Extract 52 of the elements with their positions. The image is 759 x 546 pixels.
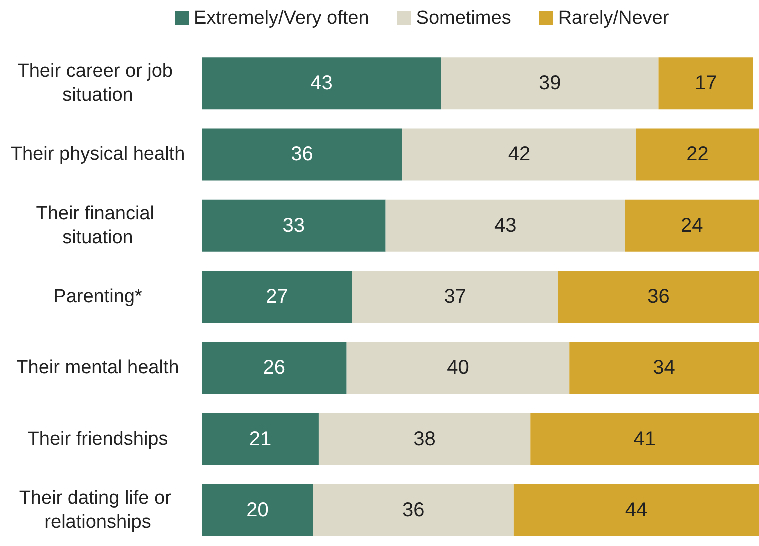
data-label: 26 <box>263 357 286 380</box>
bar <box>202 200 386 252</box>
bar <box>202 484 314 536</box>
bar <box>658 58 754 110</box>
y-tick-label: Their mental health <box>16 358 180 379</box>
bar <box>386 200 626 252</box>
bar <box>202 271 352 323</box>
data-label: 41 <box>634 428 656 450</box>
bar <box>442 58 659 110</box>
data-label: 44 <box>625 499 648 522</box>
legend-label: Extremely/Very often <box>194 8 370 29</box>
data-label: 21 <box>249 428 272 450</box>
bar <box>570 342 759 394</box>
bar <box>202 342 347 394</box>
bar <box>558 271 759 323</box>
legend-label: Rarely/Never <box>558 8 670 29</box>
bar <box>202 128 403 181</box>
data-label: 40 <box>447 357 470 380</box>
bar <box>318 413 531 466</box>
data-label: 24 <box>681 214 704 237</box>
data-label: 37 <box>444 286 467 308</box>
bar <box>530 413 759 466</box>
data-label: 38 <box>414 428 436 450</box>
bar <box>313 484 514 536</box>
data-label: 42 <box>508 144 531 166</box>
data-label: 20 <box>246 499 269 522</box>
data-label: 33 <box>282 214 306 237</box>
y-tick-label: Their dating life or relationships <box>19 488 177 533</box>
data-label: 17 <box>694 72 718 95</box>
y-tick-label: Their physical health <box>10 144 186 166</box>
data-label: 27 <box>266 286 288 308</box>
bar <box>346 342 570 394</box>
data-label: 39 <box>539 72 562 95</box>
y-tick-label: Parenting* <box>54 286 143 308</box>
data-label: 36 <box>291 144 314 166</box>
data-label: 34 <box>653 357 676 380</box>
bar <box>352 271 558 323</box>
data-label: 36 <box>648 286 670 308</box>
bar <box>402 128 636 181</box>
data-label: 22 <box>686 144 709 166</box>
y-tick-label: Their financial situation <box>36 203 160 248</box>
bar <box>202 58 442 110</box>
bar <box>202 413 319 466</box>
y-tick-label: Their friendships <box>28 428 168 450</box>
data-label: 36 <box>402 499 425 522</box>
bar <box>636 128 759 181</box>
data-label: 43 <box>310 72 333 95</box>
y-tick-label: Their career or job situation <box>18 61 178 106</box>
data-label: 43 <box>494 214 517 237</box>
legend-label: Sometimes <box>416 8 512 29</box>
bar <box>625 200 759 252</box>
bar <box>514 484 759 536</box>
